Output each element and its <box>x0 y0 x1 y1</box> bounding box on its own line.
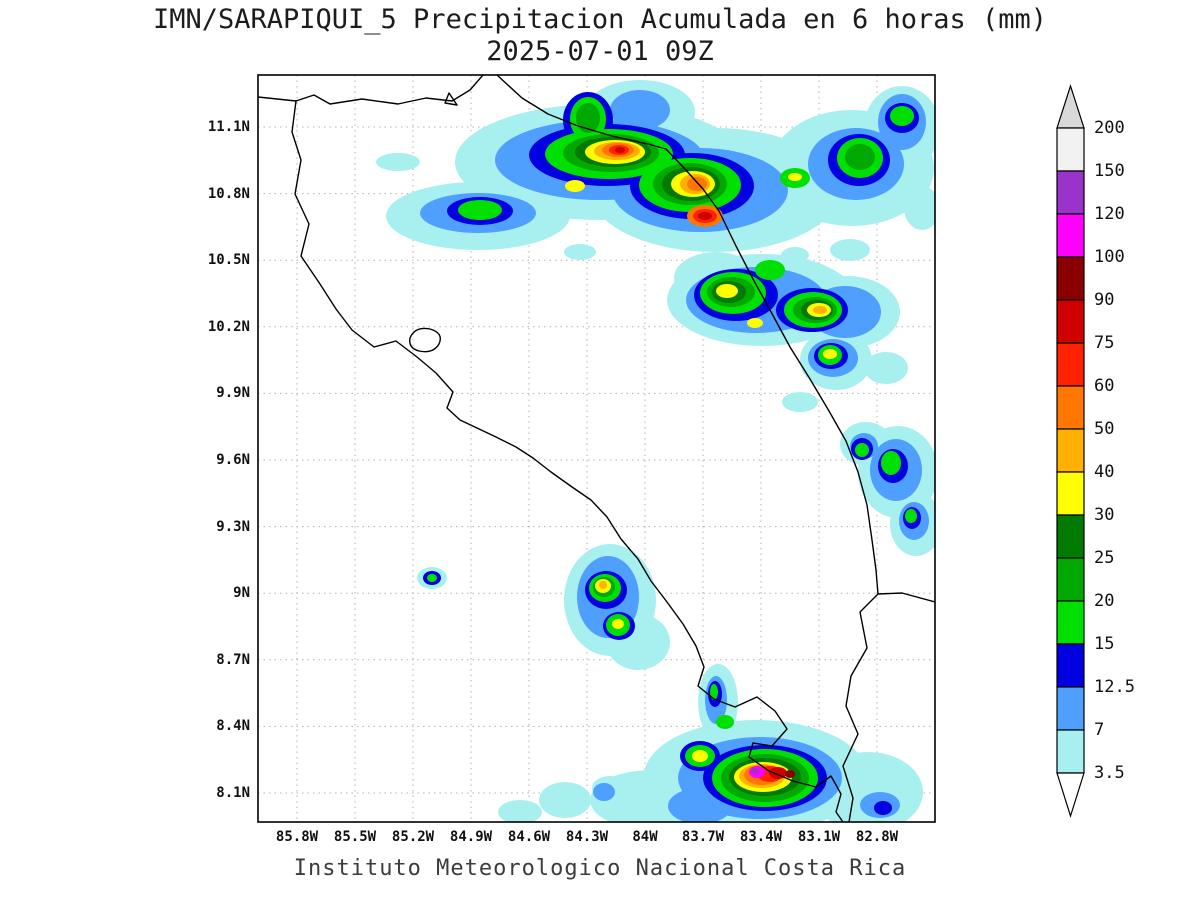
colorbar-arrow-top <box>1056 84 1085 129</box>
colorbar-cell <box>1056 170 1085 215</box>
page-title: IMN/SARAPIQUI_5 Precipitacion Acumulada … <box>152 4 1048 35</box>
colorbar-level-label: 120 <box>1094 204 1125 224</box>
colorbar-arrow-bottom <box>1056 772 1085 819</box>
lon-tick-label: 84.9W <box>449 829 493 845</box>
colorbar-level-label: 7 <box>1094 720 1105 740</box>
colorbar-cell <box>1056 729 1085 774</box>
panama-border-line <box>842 593 879 822</box>
colorbar-cell <box>1056 342 1085 387</box>
colorbar-level-label: 25 <box>1094 548 1115 568</box>
footer-credit: Instituto Meteorologico Nacional Costa R… <box>293 856 907 881</box>
lon-tick-label: 85.8W <box>275 829 319 845</box>
caribbean-coast-line <box>496 75 935 603</box>
colorbar-level-label: 20 <box>1094 591 1115 611</box>
colorbar-cell <box>1056 428 1085 473</box>
map-frame <box>257 74 936 823</box>
colorbar-cell <box>1056 643 1085 688</box>
colorbar-level-label: 12.5 <box>1094 677 1135 697</box>
colorbar-cell <box>1056 213 1085 258</box>
colorbar-cell <box>1056 557 1085 602</box>
colorbar-level-label: 50 <box>1094 419 1115 439</box>
colorbar <box>1056 84 1085 819</box>
lat-tick-label: 9.9N <box>216 385 250 402</box>
colorbar-level-label: 15 <box>1094 634 1115 654</box>
lat-tick-label: 10.5N <box>207 252 250 269</box>
lon-tick-label: 84.6W <box>507 829 551 845</box>
colorbar-level-label: 100 <box>1094 247 1125 267</box>
colorbar-level-label: 200 <box>1094 118 1125 138</box>
lon-tick-label: 83.4W <box>739 829 783 845</box>
lat-tick-label: 9N <box>233 585 250 602</box>
colorbar-cell <box>1056 385 1085 430</box>
lon-tick-label: 82.8W <box>855 829 899 845</box>
lat-tick-label: 8.4N <box>216 718 250 735</box>
colorbar-level-label: 150 <box>1094 161 1125 181</box>
colorbar-level-label: 30 <box>1094 505 1115 525</box>
colorbar-cell <box>1056 299 1085 344</box>
lat-tick-label: 10.2N <box>207 318 250 335</box>
lat-tick-label: 10.8N <box>207 185 250 202</box>
lake-island-outline <box>444 92 458 106</box>
precipitation-field <box>376 80 935 822</box>
colorbar-level-label: 3.5 <box>1094 763 1125 783</box>
lake-arenal-outline <box>409 327 442 353</box>
lat-tick-label: 11.1N <box>207 119 250 135</box>
lat-tick-label: 9.3N <box>216 518 250 535</box>
precip-band-90mm <box>785 770 795 778</box>
colorbar-cell <box>1056 471 1085 516</box>
pacific-coast-line <box>291 100 844 822</box>
lon-tick-label: 84.3W <box>565 829 609 845</box>
lon-tick-label: 85.2W <box>391 829 435 845</box>
lat-tick-label: 8.7N <box>216 651 250 668</box>
coastline <box>258 75 935 822</box>
lon-tick-label: 84W <box>632 829 658 845</box>
colorbar-cell <box>1056 514 1085 559</box>
colorbar-level-label: 40 <box>1094 462 1115 482</box>
colorbar-level-label: 90 <box>1094 290 1115 310</box>
colorbar-level-label: 75 <box>1094 333 1115 353</box>
lon-tick-label: 85.5W <box>333 829 377 845</box>
nicaragua-border-line <box>258 75 484 105</box>
lon-tick-label: 83.7W <box>681 829 725 845</box>
precip-band-120mm <box>751 768 759 774</box>
colorbar-cell <box>1056 256 1085 301</box>
valid-time-subtitle: 2025-07-01 09Z <box>486 36 714 67</box>
lat-tick-label: 8.1N <box>216 785 250 801</box>
colorbar-level-label: 60 <box>1094 376 1115 396</box>
colorbar-cell <box>1056 127 1085 172</box>
colorbar-cells <box>1056 127 1085 774</box>
lon-tick-label: 83.1W <box>797 829 841 845</box>
colorbar-cell <box>1056 686 1085 731</box>
lat-tick-label: 9.6N <box>216 452 250 468</box>
colorbar-cell <box>1056 600 1085 645</box>
